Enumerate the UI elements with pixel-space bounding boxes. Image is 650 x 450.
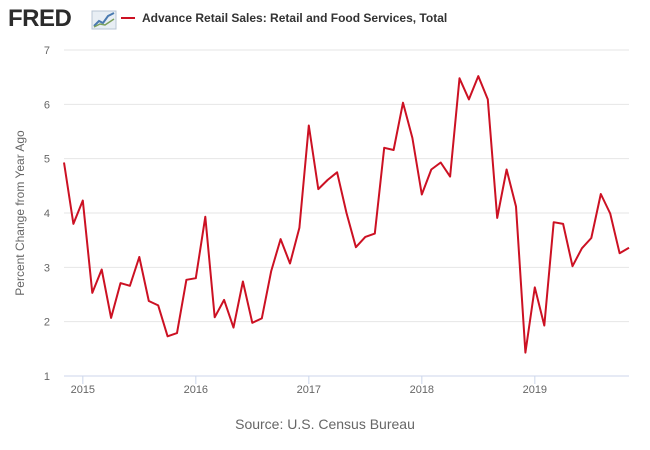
data-point[interactable] bbox=[184, 277, 189, 282]
data-point[interactable] bbox=[353, 245, 358, 250]
y-axis-ticks: 1 2 3 4 5 6 7 bbox=[44, 45, 50, 383]
x-tick-label: 2015 bbox=[71, 384, 95, 396]
data-point[interactable] bbox=[504, 167, 509, 172]
data-point[interactable] bbox=[485, 97, 490, 102]
data-point[interactable] bbox=[231, 325, 236, 330]
fred-logo[interactable]: FRED bbox=[8, 5, 117, 32]
data-point[interactable] bbox=[278, 237, 283, 242]
data-point[interactable] bbox=[71, 221, 76, 226]
data-point[interactable] bbox=[325, 177, 330, 182]
data-point[interactable] bbox=[514, 204, 519, 209]
data-point[interactable] bbox=[627, 245, 632, 250]
data-point[interactable] bbox=[146, 299, 151, 304]
data-point[interactable] bbox=[382, 145, 387, 150]
grid-lines bbox=[64, 49, 629, 323]
data-point[interactable] bbox=[175, 331, 180, 336]
data-point[interactable] bbox=[222, 297, 227, 302]
fred-logo-text: FRED bbox=[8, 5, 72, 32]
data-point[interactable] bbox=[589, 236, 594, 241]
data-point[interactable] bbox=[165, 334, 170, 339]
data-point[interactable] bbox=[109, 315, 114, 320]
data-point[interactable] bbox=[193, 276, 198, 281]
data-point[interactable] bbox=[90, 290, 95, 295]
data-point[interactable] bbox=[570, 264, 575, 269]
data-point[interactable] bbox=[80, 198, 85, 203]
data-point[interactable] bbox=[203, 214, 208, 219]
data-point[interactable] bbox=[212, 315, 217, 320]
data-point[interactable] bbox=[410, 136, 415, 141]
data-point[interactable] bbox=[127, 283, 132, 288]
data-point[interactable] bbox=[137, 255, 142, 260]
data-point[interactable] bbox=[401, 100, 406, 105]
chart-line-icon bbox=[91, 10, 117, 30]
data-point[interactable] bbox=[579, 246, 584, 251]
x-axis-ticks: 2015 2016 2017 2018 2019 bbox=[71, 376, 547, 396]
data-point[interactable] bbox=[542, 323, 547, 328]
data-point[interactable] bbox=[495, 215, 500, 220]
data-point[interactable] bbox=[457, 76, 462, 81]
data-point[interactable] bbox=[269, 269, 274, 274]
data-point[interactable] bbox=[608, 211, 613, 216]
data-point[interactable] bbox=[240, 279, 245, 284]
data-point[interactable] bbox=[363, 234, 368, 239]
data-point[interactable] bbox=[156, 303, 161, 308]
chart-legend: Advance Retail Sales: Retail and Food Se… bbox=[121, 11, 447, 25]
x-tick-label: 2016 bbox=[184, 384, 208, 396]
data-point[interactable] bbox=[448, 174, 453, 179]
data-point[interactable] bbox=[551, 220, 556, 225]
legend-label: Advance Retail Sales: Retail and Food Se… bbox=[142, 11, 448, 25]
data-point[interactable] bbox=[297, 225, 302, 230]
y-axis-label: Percent Change from Year Ago bbox=[13, 130, 27, 296]
data-point[interactable] bbox=[532, 285, 537, 290]
data-point[interactable] bbox=[288, 261, 293, 266]
data-point[interactable] bbox=[429, 167, 434, 172]
legend-swatch bbox=[121, 17, 135, 19]
data-point[interactable] bbox=[306, 123, 311, 128]
y-tick-label: 4 bbox=[44, 208, 50, 220]
y-tick-label: 6 bbox=[44, 99, 50, 111]
data-point[interactable] bbox=[419, 192, 424, 197]
y-tick-label: 1 bbox=[44, 371, 50, 383]
x-tick-label: 2018 bbox=[410, 384, 434, 396]
data-point[interactable] bbox=[598, 192, 603, 197]
data-point[interactable] bbox=[466, 97, 471, 102]
data-point[interactable] bbox=[118, 281, 123, 286]
data-point[interactable] bbox=[316, 187, 321, 192]
source-note: Source: U.S. Census Bureau bbox=[235, 416, 415, 432]
data-point[interactable] bbox=[561, 221, 566, 226]
y-tick-label: 7 bbox=[44, 45, 50, 57]
data-point[interactable] bbox=[476, 74, 481, 79]
data-point[interactable] bbox=[372, 231, 377, 236]
data-point[interactable] bbox=[391, 148, 396, 153]
y-tick-label: 2 bbox=[44, 317, 50, 329]
data-point[interactable] bbox=[617, 251, 622, 256]
series-layer bbox=[62, 74, 632, 355]
data-point[interactable] bbox=[335, 170, 340, 175]
x-tick-label: 2017 bbox=[297, 384, 321, 396]
y-tick-label: 5 bbox=[44, 154, 50, 166]
data-point[interactable] bbox=[438, 160, 443, 165]
y-tick-label: 3 bbox=[44, 262, 50, 274]
data-point[interactable] bbox=[259, 316, 264, 321]
x-tick-label: 2019 bbox=[523, 384, 547, 396]
data-point[interactable] bbox=[99, 267, 104, 272]
chart-header: FRED Advance Retail Sales: Retail and Fo… bbox=[0, 0, 650, 38]
line-chart: 1 2 3 4 5 6 7 2015 2016 2017 2018 2019 Percent Cha… bbox=[13, 45, 632, 396]
data-point[interactable] bbox=[250, 320, 255, 325]
data-point[interactable] bbox=[523, 350, 528, 355]
series-line[interactable] bbox=[63, 75, 630, 354]
data-point[interactable] bbox=[62, 160, 67, 165]
data-point[interactable] bbox=[344, 211, 349, 216]
